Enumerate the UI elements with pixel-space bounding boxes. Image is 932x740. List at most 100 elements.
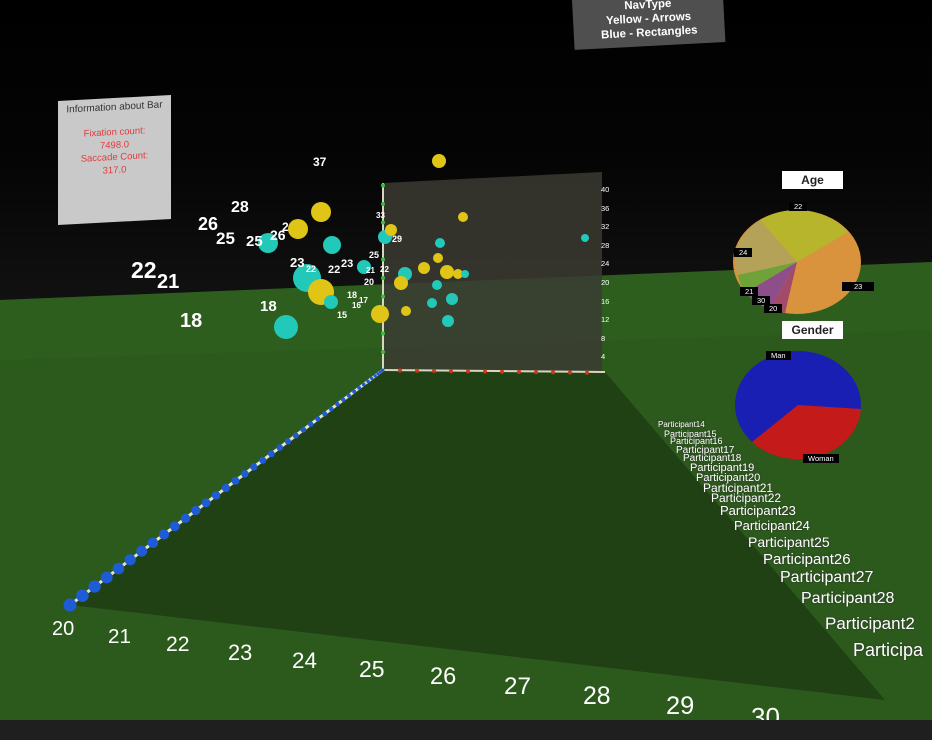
x-axis-label: 22 [166,633,190,656]
data-sphere [427,298,437,308]
z-axis-tick [466,369,470,374]
z-axis-tick [415,368,419,373]
floating-number: 22 [380,265,389,274]
data-sphere [258,233,278,253]
z-axis-line [382,369,606,373]
floating-number: 21 [366,266,375,275]
participant-label: Participant22 [711,491,782,505]
x-axis-tick [240,469,249,478]
floating-number: 15 [337,310,348,320]
participant-label: Participant26 [763,551,851,568]
y-axis-label: 40 [601,185,610,194]
x-axis-label: 26 [430,664,457,690]
y-axis-tick [381,257,385,262]
age-slice-21 [738,262,797,293]
participant-label: Participant16 [670,436,723,446]
data-sphere [357,260,371,274]
participant-label: Participant20 [696,472,761,484]
gender-label-woman: Woman [803,454,839,463]
data-sphere [418,262,430,274]
x-axis-tick [88,580,101,593]
data-sphere [288,219,308,239]
x-axis-tick [346,393,352,398]
navtype-legend-panel: NavType Yellow - Arrows Blue - Rectangle… [572,0,726,50]
floating-number: 22 [328,264,341,276]
bar-info-panel: Information about Bar Fixation count: 74… [58,95,171,225]
plot-back-wall [383,172,602,372]
participant-label: Participant14 [658,420,705,429]
x-axis-label: 21 [108,625,131,648]
floating-number: 18 [347,290,358,300]
x-axis-tick [307,421,314,428]
data-sphere [371,305,389,323]
data-sphere [401,306,411,316]
data-sphere [442,315,454,327]
x-axis-tick [191,505,201,516]
x-axis-tick [373,374,377,378]
x-axis-tick [136,545,148,557]
x-axis-tick [361,382,366,387]
y-axis-label: 28 [601,240,610,250]
vr-scene: NavType Yellow - Arrows Blue - Rectangle… [0,0,932,720]
age-chart-title: Age [782,171,843,189]
x-axis-tick [276,444,284,451]
data-sphere [274,315,298,339]
x-axis-tick [284,438,292,445]
z-axis-tick [500,369,504,374]
gender-pie-chart [735,351,861,460]
x-axis-tick [322,411,328,417]
data-sphere [311,202,331,222]
z-axis-tick [517,369,521,374]
y-axis-label: 12 [601,315,610,325]
age-label-21: 21 [740,287,759,296]
data-sphere [581,234,589,242]
y-axis-label: 32 [601,222,610,232]
data-sphere [433,253,443,263]
floating-number: 28 [231,199,249,216]
y-axis-tick [381,220,385,225]
participant-label: Participant28 [801,590,895,607]
age-slice-24 [735,220,797,275]
participant-label: Participant17 [676,445,735,456]
participant-label: Participant21 [703,481,774,495]
participant-label: Participa [853,640,924,660]
floating-number: 21 [157,271,180,293]
x-axis-tick [315,416,321,422]
x-axis-label: 27 [504,673,531,700]
floating-number: 26 [198,214,219,234]
participant-label: Participant23 [720,503,796,518]
z-axis-tick [483,369,487,374]
x-axis-label: 29 [666,692,695,720]
axis-ticks [63,183,589,612]
y-axis-label: 8 [601,333,606,343]
x-axis-tick [376,372,380,376]
y-axis-label: 4 [601,352,606,362]
floating-number: 25 [369,250,380,260]
gender-slice-woman [752,405,861,460]
x-axis-tick [259,456,267,464]
data-sphere [453,269,463,279]
x-axis-tick [100,571,113,584]
y-axis-tick [381,202,385,206]
y-axis-tick [381,183,385,188]
participant-label: Participant27 [780,569,874,586]
floating-number: 18 [180,310,203,332]
y-axis-tick [381,331,385,336]
x-axis-tick [221,483,231,493]
x-axis-tick [366,379,370,384]
data-sphere [324,295,338,309]
participant-label: Participant15 [664,429,717,439]
data-sphere [440,265,454,279]
x-axis-label: 23 [228,640,253,665]
x-axis-tick [267,450,275,458]
z-axis-tick [449,369,453,374]
x-axis-tick [201,498,211,508]
data-sphere [323,236,341,254]
y-axis-tick [381,350,385,354]
x-axis-tick [357,385,362,390]
y-axis-label: 16 [601,296,610,306]
z-axis-tick [432,368,436,373]
x-axis-tick [231,476,240,485]
x-axis-tick [292,432,299,439]
floating-number: 17 [359,296,368,305]
